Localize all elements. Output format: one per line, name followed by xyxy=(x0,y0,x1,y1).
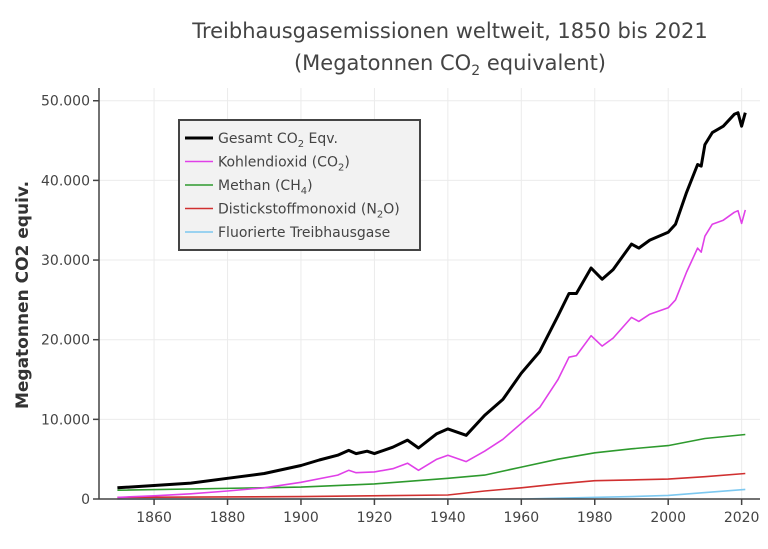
legend-entry: Methan (CH4) xyxy=(218,178,313,197)
x-tick-label: 1860 xyxy=(136,510,172,526)
x-tick-label: 1900 xyxy=(283,510,319,526)
x-tick-label: 1940 xyxy=(430,510,466,526)
legend-entry: Kohlendioxid (CO2) xyxy=(218,155,350,174)
y-tick-label: 50.000 xyxy=(41,94,90,110)
y-axis-label: Megatonnen CO2 equiv. xyxy=(13,181,33,409)
legend-entry: Gesamt CO2 Eqv. xyxy=(218,131,338,150)
series-line-methan-ch4- xyxy=(117,433,746,491)
axes: 1860 1880 1900 1920 1940 1960 1980 2000 2020 0 10.… xyxy=(41,88,760,526)
legend-box xyxy=(178,119,421,251)
grid xyxy=(99,88,760,499)
series-line-gesamt-co2-eqv- xyxy=(117,111,747,490)
x-tick-label: 2020 xyxy=(724,510,760,526)
series-group xyxy=(117,111,747,500)
series-line-distickstoffmonoxid-n2o- xyxy=(117,472,746,499)
legend: Gesamt CO2 Eqv. Kohlendioxid (CO2) Methan … xyxy=(178,119,421,251)
x-tick-label: 2000 xyxy=(650,510,686,526)
legend-entry: Fluorierte Treibhausgase xyxy=(218,225,390,241)
y-tick-label: 30.000 xyxy=(41,253,90,269)
x-tick-label: 1960 xyxy=(503,510,539,526)
series-line-kohlendioxid-co2- xyxy=(117,209,747,499)
y-tick-label: 10.000 xyxy=(41,412,90,428)
x-tick-label: 1920 xyxy=(357,510,393,526)
x-tick-label: 1880 xyxy=(210,510,246,526)
y-tick-label: 40.000 xyxy=(41,173,90,189)
y-tick-label: 20.000 xyxy=(41,333,90,349)
chart-title-line2: (Megatonnen CO2 equivalent) xyxy=(294,51,606,79)
legend-entry: Distickstoffmonoxid (N2O) xyxy=(218,202,400,221)
y-tick-label: 0 xyxy=(81,492,90,508)
x-tick-label: 1980 xyxy=(577,510,613,526)
chart-title-line1: Treibhausgasemissionen weltweit, 1850 bi… xyxy=(191,19,708,43)
